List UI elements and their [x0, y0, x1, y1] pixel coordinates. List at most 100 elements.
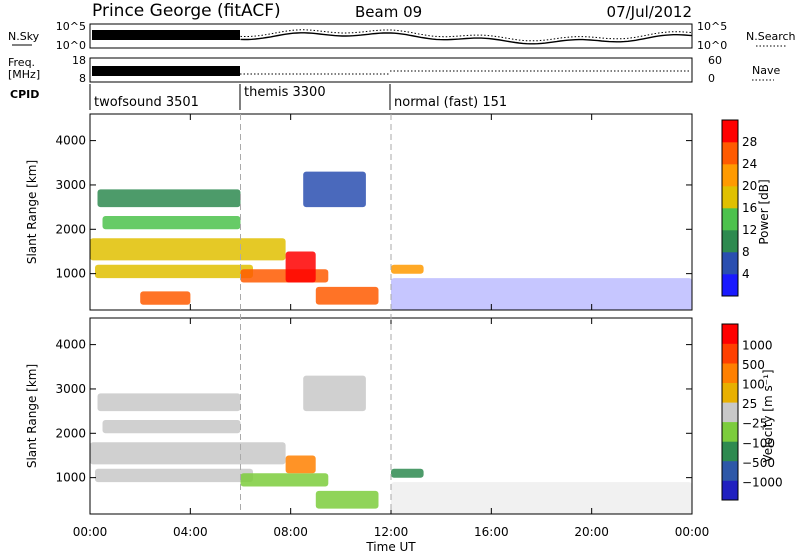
velocity-y-axis-label: Slant Range [km]	[25, 364, 39, 468]
power-y-axis: 1000 2000 3000 4000	[55, 134, 692, 281]
velocity-y-tick-label: 3000	[55, 382, 86, 396]
time-tick-label: 08:00	[273, 525, 308, 539]
noise-left-tick-top: 10^5	[56, 20, 86, 33]
power-region	[285, 251, 316, 283]
power-x-ticks	[89, 114, 693, 310]
nave-tick-bottom: 0	[708, 72, 715, 85]
power-y-tick-label: 4000	[55, 134, 86, 148]
velocity-colorbar-tick: −1000	[742, 475, 783, 489]
freq-tick-top: 18	[72, 54, 86, 67]
power-colorbar-swatch	[722, 120, 738, 143]
noise-right-tick-top: 10^5	[697, 20, 727, 33]
power-y-tick-label: 2000	[55, 222, 86, 236]
velocity-colorbar-swatch	[722, 460, 738, 481]
velocity-colorbar-swatch	[722, 363, 738, 383]
velocity-region	[315, 490, 379, 509]
power-region	[303, 171, 366, 208]
power-colorbar-tick: 20	[742, 179, 757, 193]
velocity-region	[90, 442, 286, 465]
velocity-colorbar-swatch	[722, 441, 738, 462]
noise-sky-trace	[240, 32, 693, 45]
velocity-region	[97, 393, 241, 412]
power-colorbar-swatch	[722, 252, 738, 275]
velocity-colorbar-tick: 25	[742, 397, 757, 411]
cpid-panel: CPID twofsound 3501 themis 3300 normal (…	[10, 84, 507, 110]
nave-tick-top: 60	[708, 54, 722, 67]
power-colorbar-tick: 12	[742, 223, 757, 237]
cpid-label: CPID	[10, 88, 39, 101]
power-colorbar-swatch	[722, 208, 738, 231]
velocity-colorbar-tick: 100	[742, 378, 765, 392]
velocity-colorbar-label: Velocity [m s⁻¹]	[761, 369, 775, 462]
time-axis: 00:00 04:00 08:00 12:00 16:00 20:00 00:00	[73, 525, 710, 539]
noise-sky-label: N.Sky	[8, 30, 40, 43]
time-tick-label: 04:00	[173, 525, 208, 539]
cpid-segment-themis: themis 3300	[244, 85, 326, 100]
power-panel: 1000 2000 3000 4000 Slant Range [km] 4 8 12 16…	[25, 113, 771, 311]
noise-left-tick-bottom: 10^0	[56, 39, 86, 52]
power-y-tick-label: 3000	[55, 178, 86, 192]
power-y-tick-label: 1000	[55, 267, 86, 281]
velocity-colorbar-swatch	[722, 382, 738, 403]
velocity-region	[303, 375, 366, 412]
noise-search-trace	[240, 29, 693, 42]
power-y-axis-label: Slant Range [km]	[25, 160, 39, 264]
power-colorbar-tick: 4	[742, 267, 750, 281]
velocity-region	[95, 468, 253, 483]
velocity-colorbar-tick: −500	[742, 456, 775, 470]
power-region	[90, 238, 286, 261]
velocity-y-tick-label: 1000	[55, 471, 86, 485]
power-region	[140, 291, 191, 305]
power-region	[315, 286, 379, 305]
nave-label: Nave	[752, 64, 780, 77]
velocity-colorbar-tick: 1000	[742, 339, 773, 353]
velocity-colorbar-swatch	[722, 343, 738, 364]
power-colorbar-label: Power [dB]	[757, 179, 771, 244]
station-title: Prince George (fitACF)	[92, 1, 281, 21]
velocity-y-tick-label: 2000	[55, 426, 86, 440]
time-axis-label: Time UT	[365, 540, 416, 554]
freq-tick-bottom: 8	[79, 72, 86, 85]
power-colorbar: 4 8 12 16 20 24 28	[721, 119, 757, 297]
power-colorbar-tick: 24	[742, 157, 757, 171]
time-tick-label: 20:00	[574, 525, 609, 539]
velocity-region	[391, 482, 692, 514]
velocity-colorbar-swatch	[722, 324, 738, 344]
velocity-colorbar-swatch	[722, 402, 738, 423]
beam-label: Beam 09	[355, 3, 422, 21]
power-region	[391, 264, 424, 274]
velocity-region	[285, 455, 316, 474]
time-tick-label: 16:00	[474, 525, 509, 539]
velocity-heatmap	[90, 375, 692, 514]
power-region	[97, 189, 241, 208]
velocity-region	[240, 473, 329, 487]
power-heatmap	[90, 171, 692, 310]
time-tick-label: 00:00	[675, 525, 710, 539]
noise-panel: N.Sky 10^5 10^0 10^5 10^0 N.Search	[8, 20, 796, 52]
freq-trace-dense	[92, 66, 240, 76]
velocity-colorbar-tick: −25	[742, 417, 767, 431]
velocity-colorbar-swatch	[722, 421, 738, 442]
cpid-segment-normal: normal (fast) 151	[394, 95, 507, 110]
cpid-boundaries	[240, 114, 392, 514]
velocity-colorbar-swatch	[722, 480, 738, 501]
power-region	[102, 216, 241, 230]
frequency-panel: Freq. [MHz] 18 8 60 0 Nave	[8, 54, 780, 85]
power-colorbar-swatch	[722, 230, 738, 253]
time-tick-label: 00:00	[73, 525, 108, 539]
time-tick-label: 12:00	[374, 525, 409, 539]
velocity-panel: 1000 2000 3000 4000 Slant Range [km] 1000 50…	[25, 317, 783, 515]
noise-right-tick-bottom: 10^0	[697, 39, 727, 52]
velocity-region	[102, 420, 241, 434]
velocity-x-ticks	[89, 318, 693, 514]
power-region	[391, 278, 692, 310]
power-colorbar-swatch	[722, 274, 738, 297]
power-region	[95, 264, 253, 279]
velocity-y-tick-label: 4000	[55, 338, 86, 352]
velocity-colorbar-tick: 500	[742, 358, 765, 372]
power-colorbar-tick: 8	[742, 245, 750, 259]
power-colorbar-tick: 28	[742, 135, 757, 149]
freq-unit-label: [MHz]	[8, 68, 40, 81]
